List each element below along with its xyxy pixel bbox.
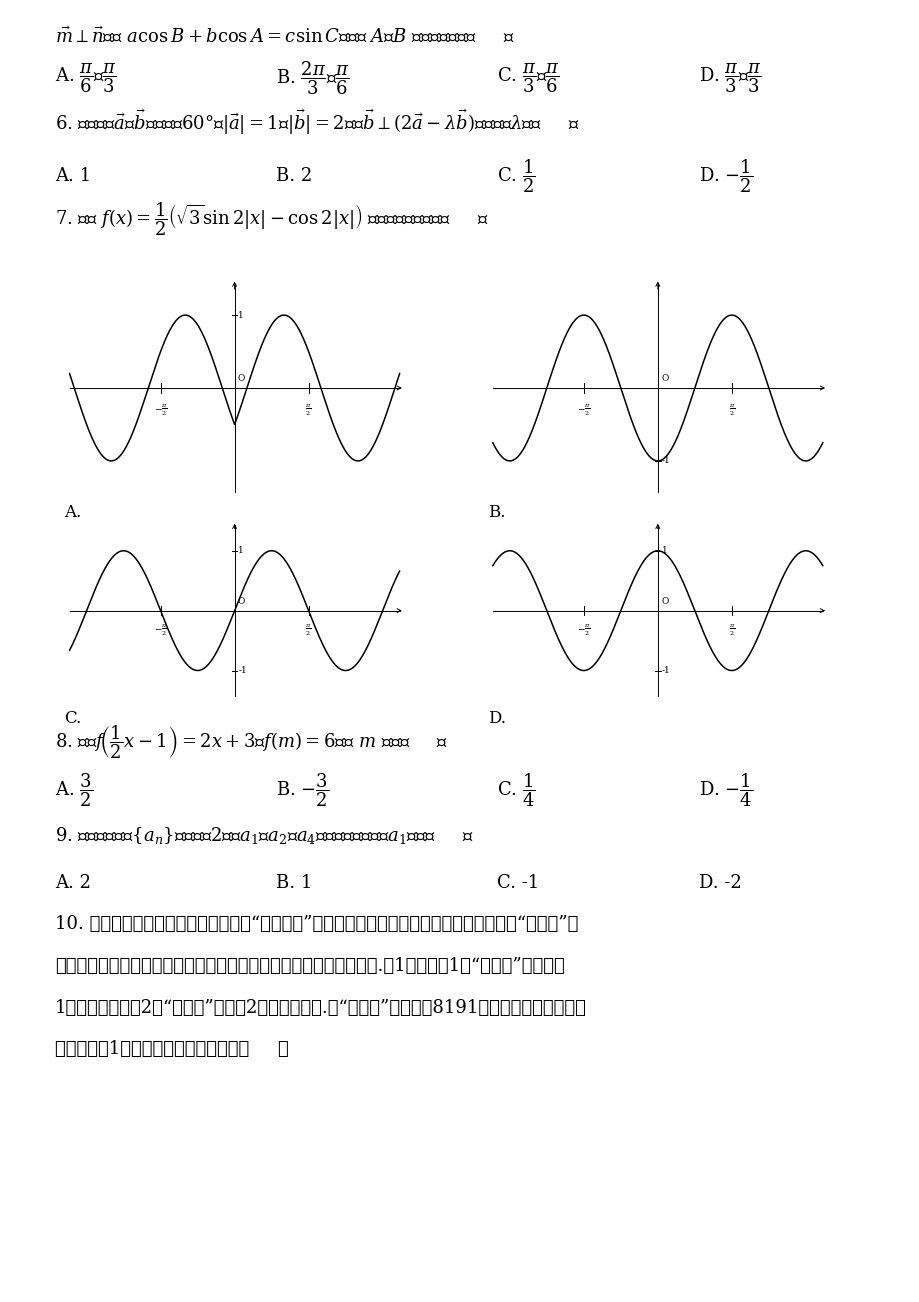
Text: 1的作法，得到第2代“勾股树”（如图2），如此继续.若“勾股树”上共得到8191个正方形，设初始正方: 1的作法，得到第2代“勾股树”（如图2），如此继续.若“勾股树”上共得到8191… bbox=[55, 999, 586, 1017]
Text: 1: 1 bbox=[238, 547, 244, 555]
Text: $\frac{\pi}{2}$: $\frac{\pi}{2}$ bbox=[728, 622, 734, 638]
Text: C. $\dfrac{1}{2}$: C. $\dfrac{1}{2}$ bbox=[496, 158, 535, 194]
Text: $\frac{\pi}{2}$: $\frac{\pi}{2}$ bbox=[728, 402, 734, 418]
Text: O: O bbox=[661, 598, 668, 607]
Text: 其是由一个等腰直角三角形分别以它的每一条边向外作正方形而得到.图1所示是第1代“勾股树”，重复图: 其是由一个等腰直角三角形分别以它的每一条边向外作正方形而得到.图1所示是第1代“… bbox=[55, 957, 564, 975]
Text: 形的边长为1，则最小正方形的边长为（     ）: 形的边长为1，则最小正方形的边长为（ ） bbox=[55, 1040, 289, 1059]
Text: $-\frac{\pi}{2}$: $-\frac{\pi}{2}$ bbox=[576, 622, 590, 638]
Text: 8. 已知$f\!\left(\dfrac{1}{2}x-1\right)=2x+3$，$f(m)=6$，则 $m$ 等于（     ）: 8. 已知$f\!\left(\dfrac{1}{2}x-1\right)=2x… bbox=[55, 724, 448, 760]
Text: B. 1: B. 1 bbox=[276, 874, 312, 892]
Text: $\frac{\pi}{2}$: $\frac{\pi}{2}$ bbox=[305, 622, 312, 638]
Text: C. -1: C. -1 bbox=[496, 874, 539, 892]
Text: A. 2: A. 2 bbox=[55, 874, 91, 892]
Text: $\frac{\pi}{2}$: $\frac{\pi}{2}$ bbox=[305, 402, 312, 418]
Text: C. $\dfrac{\pi}{3}$，$\dfrac{\pi}{6}$: C. $\dfrac{\pi}{3}$，$\dfrac{\pi}{6}$ bbox=[496, 61, 559, 95]
Text: B. 2: B. 2 bbox=[276, 167, 312, 185]
Text: A. $\dfrac{\pi}{6}$，$\dfrac{\pi}{3}$: A. $\dfrac{\pi}{6}$，$\dfrac{\pi}{3}$ bbox=[55, 61, 117, 95]
Text: $-\frac{\pi}{2}$: $-\frac{\pi}{2}$ bbox=[576, 402, 590, 418]
Text: D. $-\dfrac{1}{4}$: D. $-\dfrac{1}{4}$ bbox=[698, 772, 753, 809]
Text: D. $-\dfrac{1}{2}$: D. $-\dfrac{1}{2}$ bbox=[698, 158, 753, 194]
Text: $-\frac{\pi}{2}$: $-\frac{\pi}{2}$ bbox=[153, 622, 167, 638]
Text: 6. 已知向量$\vec{a}$与$\vec{b}$的夹角为60°，$|\vec{a}|=1$，$|\vec{b}|=2$，当$\vec{b}\perp(2\v: 6. 已知向量$\vec{a}$与$\vec{b}$的夹角为60°，$|\vec… bbox=[55, 108, 579, 137]
Text: -1: -1 bbox=[238, 667, 247, 674]
Text: B. $-\dfrac{3}{2}$: B. $-\dfrac{3}{2}$ bbox=[276, 772, 329, 809]
Text: C.: C. bbox=[64, 710, 82, 728]
Text: D.: D. bbox=[487, 710, 505, 728]
Text: -1: -1 bbox=[661, 667, 670, 674]
Text: B.: B. bbox=[487, 504, 505, 522]
Text: D. -2: D. -2 bbox=[698, 874, 741, 892]
Text: 1: 1 bbox=[238, 311, 244, 319]
Text: $-\frac{\pi}{2}$: $-\frac{\pi}{2}$ bbox=[153, 402, 167, 418]
Text: 9. 已知等差数列$\{a_n\}$的公差为2，若$a_1$，$a_2$，$a_4$成等比数列，那么$a_1$等于（     ）: 9. 已知等差数列$\{a_n\}$的公差为2，若$a_1$，$a_2$，$a_… bbox=[55, 825, 473, 846]
Text: 10. 毕达哥拉斯树是由毕达哥拉斯根据“勾股定理”所画出来的一个可以无限重复的图形，也叫“勾股树”，: 10. 毕达哥拉斯树是由毕达哥拉斯根据“勾股定理”所画出来的一个可以无限重复的图… bbox=[55, 915, 578, 934]
Text: A. 1: A. 1 bbox=[55, 167, 91, 185]
Text: A.: A. bbox=[64, 504, 82, 522]
Text: O: O bbox=[238, 374, 245, 383]
Text: $\vec{m}\perp\vec{n}$，且 $a\cos B+b\cos A=c\sin C$，则角 $A$，$B$ 的大小分别为（     ）: $\vec{m}\perp\vec{n}$，且 $a\cos B+b\cos A… bbox=[55, 27, 515, 46]
Text: O: O bbox=[661, 374, 668, 383]
Text: D. $\dfrac{\pi}{3}$，$\dfrac{\pi}{3}$: D. $\dfrac{\pi}{3}$，$\dfrac{\pi}{3}$ bbox=[698, 61, 762, 95]
Text: -1: -1 bbox=[661, 457, 670, 465]
Text: 7. 函数 $f(x)=\dfrac{1}{2}\left(\sqrt{3}\sin 2|x|-\cos 2|x|\right)$ 的部分图象大致为（     : 7. 函数 $f(x)=\dfrac{1}{2}\left(\sqrt{3}\s… bbox=[55, 201, 489, 237]
Text: A. $\dfrac{3}{2}$: A. $\dfrac{3}{2}$ bbox=[55, 772, 93, 809]
Text: O: O bbox=[238, 598, 245, 607]
Text: C. $\dfrac{1}{4}$: C. $\dfrac{1}{4}$ bbox=[496, 772, 535, 809]
Text: B. $\dfrac{2\pi}{3}$，$\dfrac{\pi}{6}$: B. $\dfrac{2\pi}{3}$，$\dfrac{\pi}{6}$ bbox=[276, 60, 349, 96]
Text: 1: 1 bbox=[661, 547, 666, 555]
